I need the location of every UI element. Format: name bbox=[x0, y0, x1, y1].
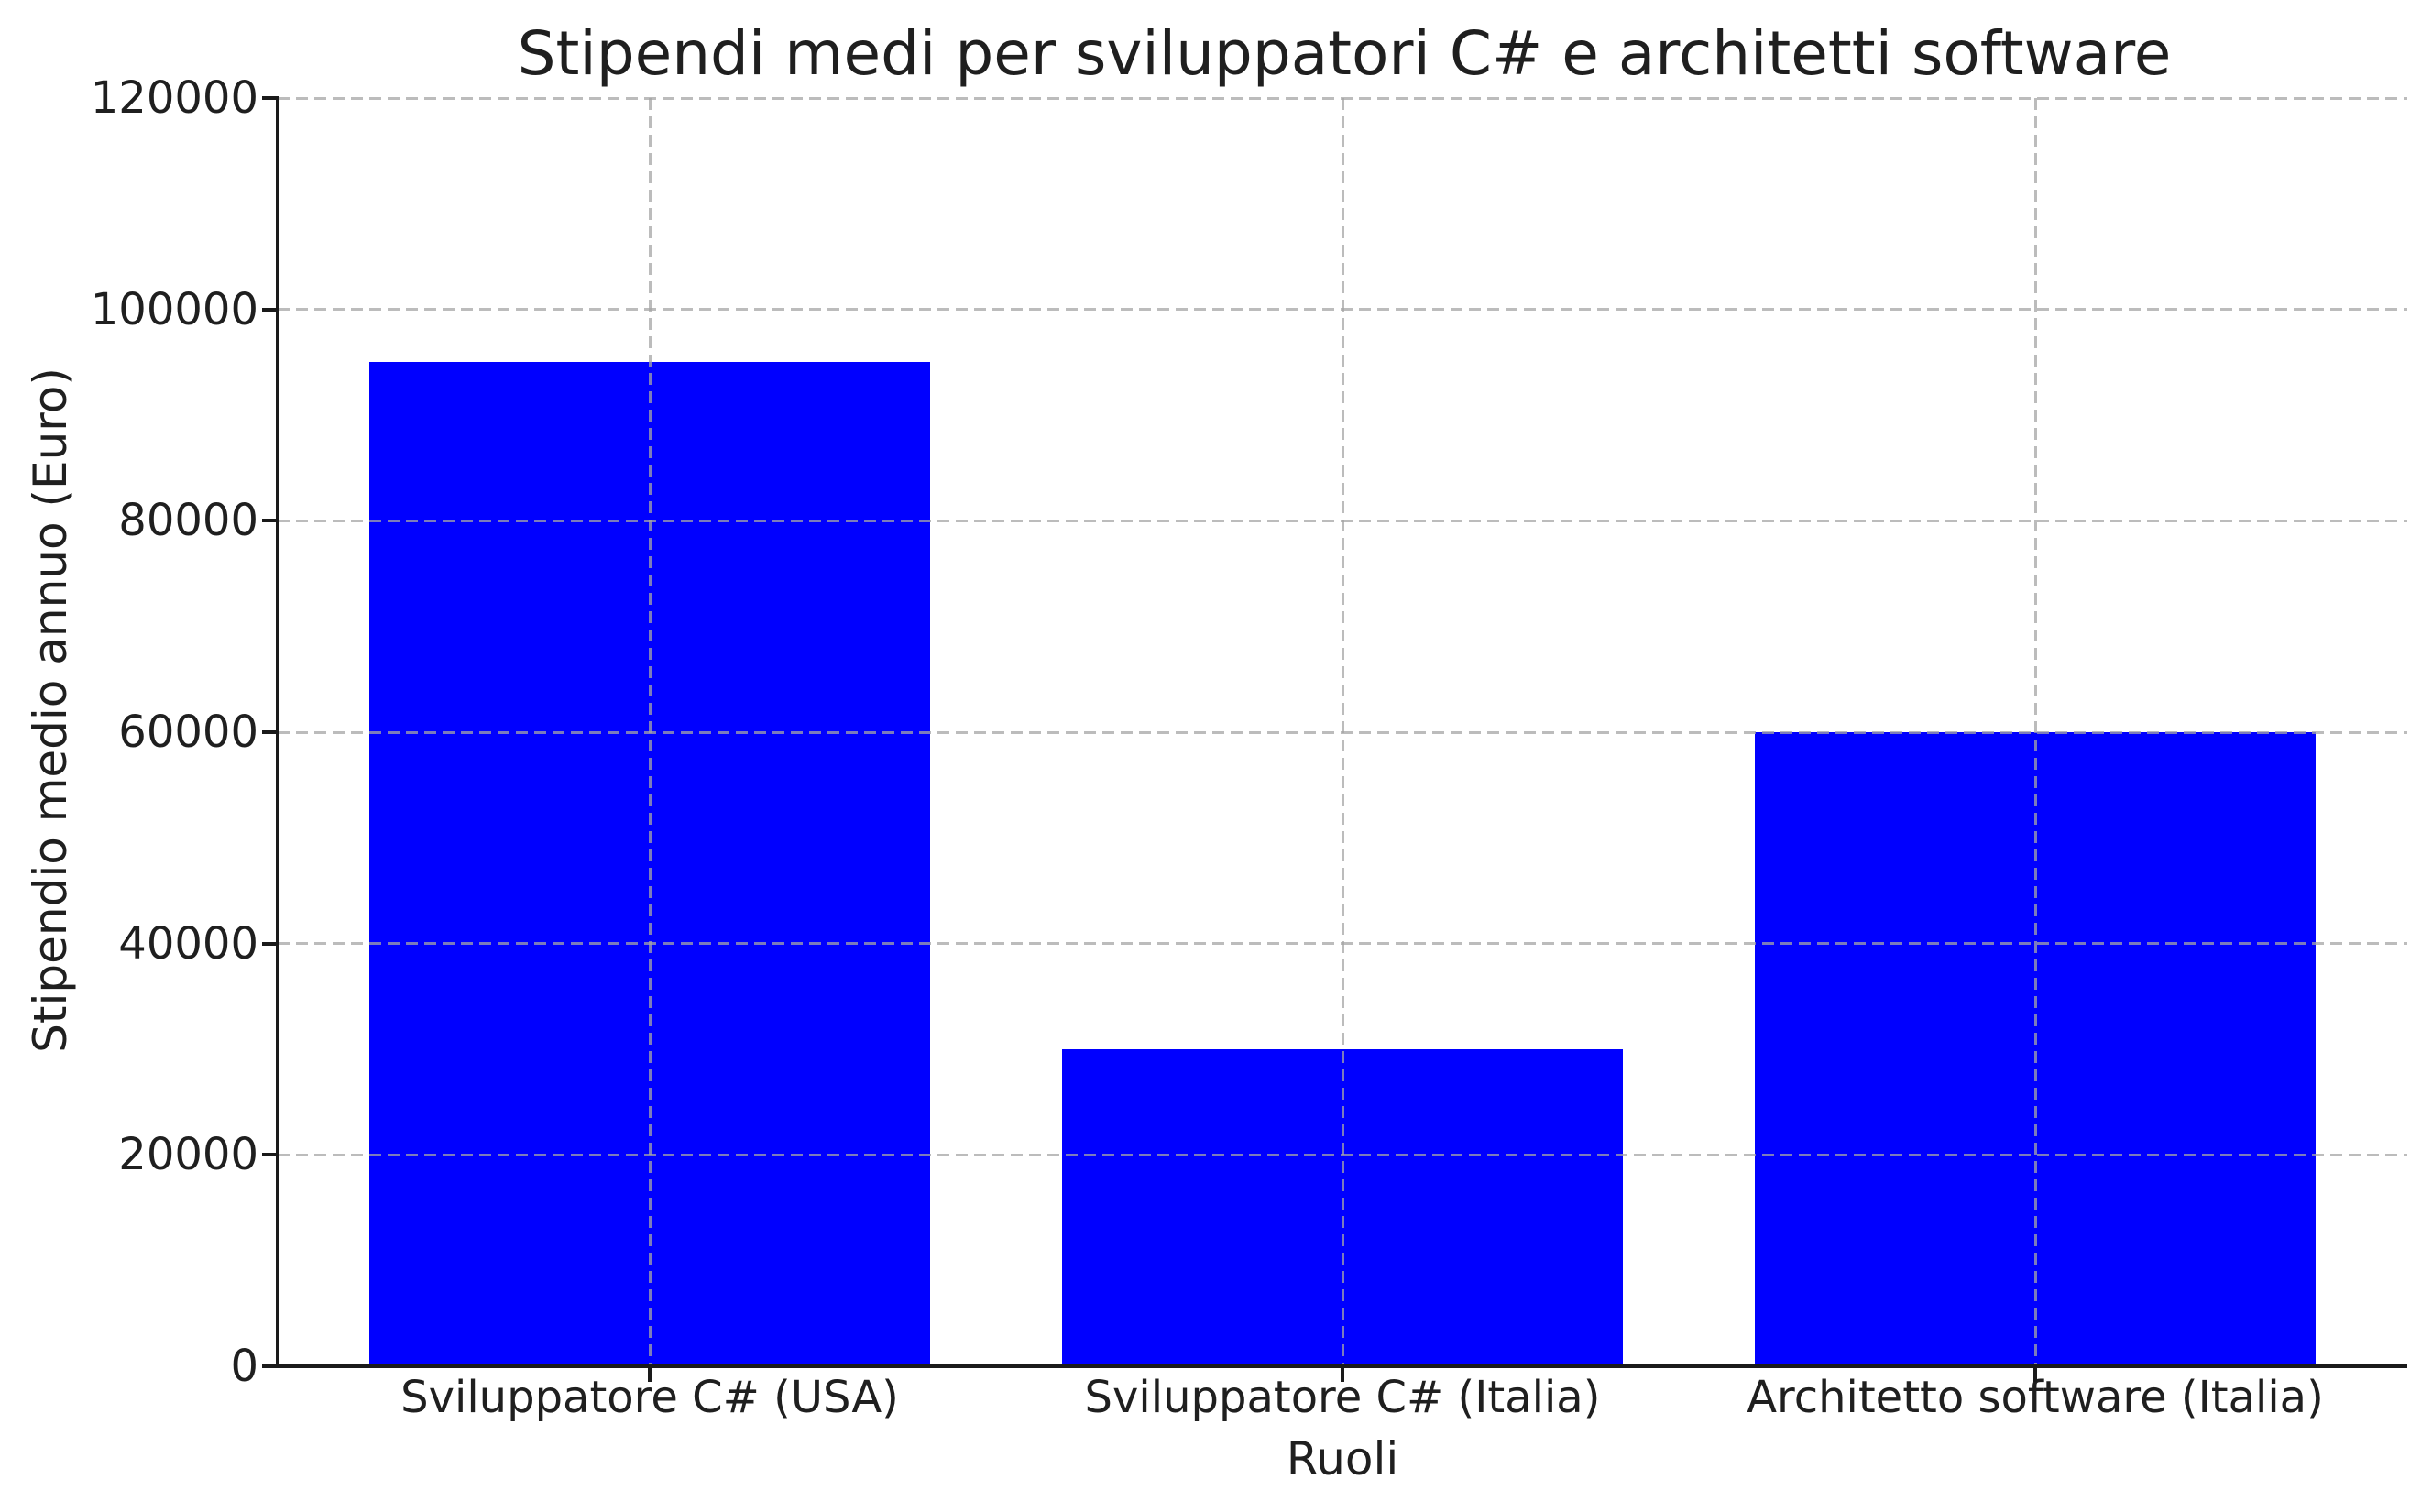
y-tick-mark-20000 bbox=[262, 1153, 278, 1157]
y-tick-label-100000: 100000 bbox=[90, 283, 258, 335]
y-tick-label-40000: 40000 bbox=[118, 917, 258, 970]
y-axis-spine bbox=[276, 96, 279, 1368]
y-tick-mark-60000 bbox=[262, 730, 278, 734]
y-axis-label: Stipendio medio annuo (Euro) bbox=[24, 367, 77, 1053]
y-tick-label-80000: 80000 bbox=[118, 495, 258, 547]
y-tick-mark-120000 bbox=[262, 96, 278, 100]
v-gridline-3 bbox=[2033, 98, 2037, 1366]
y-tick-label-0: 0 bbox=[230, 1341, 258, 1392]
y-tick-mark-80000 bbox=[262, 519, 278, 523]
y-tick-label-120000: 120000 bbox=[90, 72, 258, 124]
plot-area bbox=[276, 96, 2407, 1368]
y-tick-label-20000: 20000 bbox=[118, 1129, 258, 1181]
y-tick-label-60000: 60000 bbox=[118, 707, 258, 758]
v-gridline-2 bbox=[1341, 98, 1344, 1366]
y-tick-mark-100000 bbox=[262, 307, 278, 312]
v-gridline-1 bbox=[648, 98, 652, 1366]
x-tick-mark-1 bbox=[648, 1366, 652, 1382]
x-tick-mark-3 bbox=[2033, 1366, 2037, 1382]
x-tick-mark-2 bbox=[1341, 1366, 1344, 1382]
y-tick-mark-40000 bbox=[262, 941, 278, 946]
y-tick-mark-0 bbox=[262, 1364, 278, 1368]
chart-title: Stipendi medi per sviluppatori C# e arch… bbox=[517, 18, 2172, 89]
x-axis-label: Ruoli bbox=[1286, 1432, 1399, 1485]
